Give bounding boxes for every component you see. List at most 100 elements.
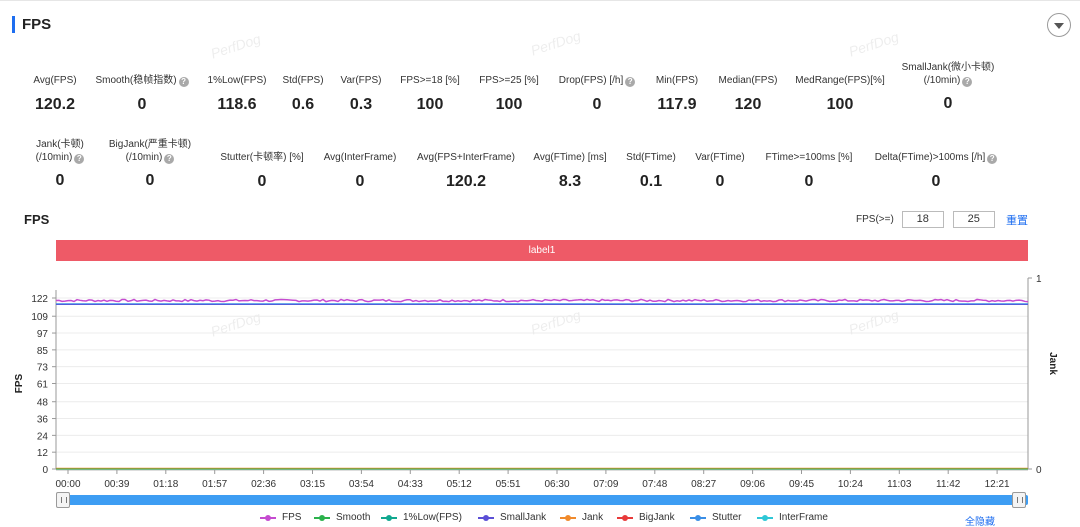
x-tick-label: 07:09 <box>593 479 618 488</box>
metric-3: Avg(InterFrame) 0 <box>290 151 430 191</box>
legend-item[interactable]: Stutter <box>690 512 741 523</box>
legend-item[interactable]: InterFrame <box>757 512 828 523</box>
legend-item[interactable]: 1%Low(FPS) <box>381 512 462 523</box>
help-icon[interactable]: ? <box>962 77 973 87</box>
metric-label-text: MedRange(FPS)[%] <box>795 75 885 86</box>
legend-label: BigJank <box>639 512 675 523</box>
legend-marker-icon <box>560 514 576 521</box>
metric-value: 0 <box>592 96 602 113</box>
metric-7: Drop(FPS) [/h]? 0 <box>527 74 667 114</box>
y-tick-label: 85 <box>37 346 49 357</box>
y2-axis-label: Jank <box>1047 352 1058 375</box>
fps-threshold-input-2[interactable]: 25 <box>952 211 995 228</box>
hide-all-button[interactable]: 全隐藏 <box>965 517 995 527</box>
metric-value: 0 <box>804 173 814 190</box>
metric-label: Stutter(卡顿率) [%] <box>192 151 332 164</box>
help-icon[interactable]: ? <box>74 154 85 164</box>
time-range-slider[interactable] <box>56 492 1028 508</box>
help-icon[interactable]: ? <box>625 77 636 87</box>
metric-label: Std(FPS) <box>233 74 373 87</box>
legend-item[interactable]: SmallJank <box>478 512 546 523</box>
watermark: PerfDog <box>528 27 583 59</box>
label-band[interactable]: label1 <box>56 240 1028 261</box>
metric-label-text: SmallJank(微小卡顿) <box>901 62 995 73</box>
x-tick-label: 07:48 <box>642 479 667 488</box>
metric-7: Var(FTime) 0 <box>650 151 790 191</box>
metric-label-line2: (/10min)? <box>0 151 130 164</box>
slider-handle-right[interactable] <box>1012 492 1026 508</box>
x-tick-label: 10:24 <box>838 479 863 488</box>
metric-label-text: Std(FPS) <box>282 75 324 86</box>
metric-value: 118.6 <box>217 96 257 113</box>
slider-handle-left[interactable] <box>56 492 70 508</box>
legend-label: Smooth <box>336 512 371 523</box>
metric-label: Min(FPS) <box>607 74 747 87</box>
metric-8: FTime>=100ms [%] 0 <box>739 151 879 191</box>
fps-threshold-label: FPS(>=) <box>856 214 894 225</box>
legend-label: Stutter <box>712 512 742 523</box>
metric-label-text: Jank(卡顿) <box>36 139 84 150</box>
top-border <box>0 0 1080 1</box>
metric-label-unit: (/10min) <box>35 152 73 163</box>
fps-threshold-group: FPS(>=) 18 25 <box>856 211 995 228</box>
metric-value: 100 <box>495 96 523 113</box>
metric-value: 0 <box>931 173 941 190</box>
x-tick-label: 03:54 <box>349 479 374 488</box>
y-tick-label: 61 <box>37 380 49 391</box>
x-tick-label: 09:06 <box>740 479 765 488</box>
x-tick-label: 11:03 <box>887 479 912 488</box>
metric-value: 0 <box>943 95 953 112</box>
x-tick-label: 00:39 <box>104 479 129 488</box>
y-tick-label: 109 <box>31 312 48 323</box>
metric-label-text: Avg(InterFrame) <box>323 152 397 163</box>
metric-label-text: Avg(FPS+InterFrame) <box>417 152 515 163</box>
metric-label-text: Std(FTime) <box>626 152 676 163</box>
legend-item[interactable]: BigJank <box>617 512 675 523</box>
collapse-chevron-icon[interactable] <box>1047 13 1071 37</box>
help-icon[interactable]: ? <box>987 154 998 164</box>
fps-threshold-input-1[interactable]: 18 <box>901 211 944 228</box>
legend-marker-icon <box>690 514 706 521</box>
metric-label: Avg(FPS+InterFrame) <box>396 151 536 164</box>
legend-marker-icon <box>757 514 773 521</box>
legend-marker-icon <box>260 514 276 521</box>
metric-value: 0 <box>145 172 155 189</box>
legend-label: InterFrame <box>779 512 828 523</box>
y-tick-label: 36 <box>37 415 49 426</box>
help-icon[interactable]: ? <box>178 77 189 87</box>
metric-label-text: Smooth(稳帧指数) <box>95 75 177 86</box>
metric-label-text: Var(FPS) <box>340 75 382 86</box>
fps-chart-svg: 0 12 24 36 48 61 73 85 97 109 122 0 1 FPS Jank 00:00 00:… <box>14 274 1058 490</box>
legend-item[interactable]: FPS <box>260 512 301 523</box>
metric-2: 1%Low(FPS) 118.6 <box>167 74 307 114</box>
help-icon[interactable]: ? <box>164 154 175 164</box>
metric-11: SmallJank(微小卡顿) (/10min)? 0 <box>878 61 1018 113</box>
metric-3: Std(FPS) 0.6 <box>233 74 373 114</box>
metric-label-text: Min(FPS) <box>655 75 699 86</box>
metric-label-text: Median(FPS) <box>718 75 778 86</box>
reset-button[interactable]: 重置 <box>1006 215 1028 227</box>
x-tick-label: 03:15 <box>300 479 325 488</box>
section-title: FPS <box>22 15 52 33</box>
metric-label-text: Avg(FPS) <box>33 75 77 86</box>
metric-10: MedRange(FPS)[%] 100 <box>770 74 910 114</box>
legend-item[interactable]: Jank <box>560 512 603 523</box>
metric-label-line2: (/10min)? <box>878 74 1018 87</box>
slider-track[interactable] <box>56 495 1028 505</box>
metric-label-text: Avg(FTime) [ms] <box>533 152 607 163</box>
metric-value: 8.3 <box>558 173 582 190</box>
metric-5: FPS>=18 [%] 100 <box>360 74 500 114</box>
metric-8: Min(FPS) 117.9 <box>607 74 747 114</box>
metric-label: SmallJank(微小卡顿) <box>878 61 1018 74</box>
metric-label: Var(FPS) <box>291 74 431 87</box>
legend-marker-icon <box>314 514 330 521</box>
metric-value: 0 <box>355 173 365 190</box>
metric-label-text: FPS>=18 [%] <box>400 75 460 86</box>
metric-value: 0 <box>257 173 267 190</box>
legend-marker-icon <box>381 514 397 521</box>
legend-item[interactable]: Smooth <box>314 512 370 523</box>
metric-label: Std(FTime) <box>581 151 721 164</box>
metric-4: Avg(FPS+InterFrame) 120.2 <box>396 151 536 191</box>
metric-0: Jank(卡顿) (/10min)? 0 <box>0 138 130 190</box>
header-accent-bar <box>12 15 15 33</box>
